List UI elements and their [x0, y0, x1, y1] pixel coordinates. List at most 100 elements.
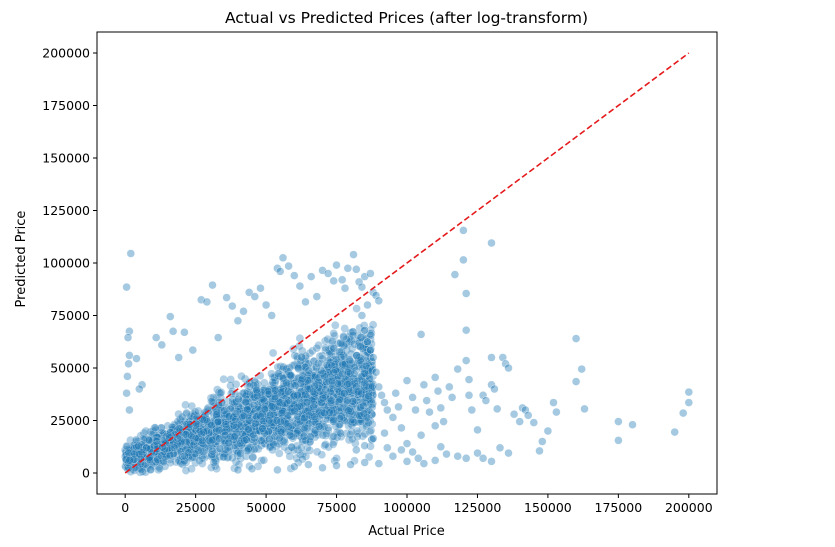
scatter-point — [256, 412, 265, 421]
scatter-point — [278, 416, 288, 425]
scatter-point — [408, 393, 417, 402]
y-tick-label: 175000 — [42, 98, 90, 113]
scatter-point — [481, 396, 491, 405]
scatter-point — [220, 436, 229, 445]
scatter-point — [242, 405, 252, 414]
scatter-point — [340, 324, 349, 333]
scatter-point — [214, 388, 224, 397]
scatter-point — [240, 436, 249, 445]
scatter-point — [282, 378, 291, 387]
scatter-point — [307, 363, 316, 373]
scatter-point — [291, 381, 300, 390]
scatter-point — [276, 427, 286, 436]
scatter-point — [193, 406, 203, 416]
scatter-point — [287, 432, 296, 441]
scatter-point — [261, 300, 271, 310]
scatter-point — [213, 333, 223, 342]
scatter-point — [356, 342, 365, 351]
scatter-point — [366, 331, 375, 340]
scatter-point — [212, 464, 221, 473]
scatter-point — [388, 452, 398, 461]
scatter-point — [301, 297, 310, 307]
scatter-point — [447, 393, 457, 402]
scatter-point — [552, 407, 561, 417]
scatter-point — [134, 450, 144, 459]
scatter-point — [348, 327, 357, 336]
scatter-point — [336, 429, 345, 438]
scatter-point — [275, 398, 285, 407]
scatter-point — [298, 437, 307, 446]
scatter-point — [245, 382, 255, 391]
scatter-point — [394, 402, 403, 412]
y-tick-label: 200000 — [42, 46, 90, 61]
scatter-point — [342, 346, 351, 355]
scatter-point — [346, 460, 355, 469]
scatter-point — [348, 434, 357, 444]
scatter-point — [684, 398, 693, 407]
scatter-point — [207, 435, 217, 445]
scatter-point — [374, 382, 383, 392]
scatter-point — [360, 326, 369, 335]
scatter-point — [462, 356, 471, 365]
scatter-point — [549, 398, 558, 407]
scatter-point — [352, 351, 361, 360]
scatter-point — [365, 427, 375, 436]
scatter-point — [345, 356, 355, 366]
scatter-point — [251, 444, 260, 453]
scatter-point — [425, 407, 434, 417]
scatter-point — [347, 427, 357, 436]
scatter-point — [305, 349, 315, 358]
scatter-point — [308, 346, 317, 356]
scatter-point — [168, 327, 178, 336]
scatter-point — [176, 458, 185, 468]
scatter-point — [250, 292, 260, 301]
scatter-point — [367, 403, 377, 412]
scatter-point — [265, 416, 274, 425]
scatter-point — [388, 413, 398, 422]
scatter-point — [151, 423, 160, 432]
scatter-point — [312, 292, 321, 301]
scatter-point — [186, 431, 196, 441]
scatter-point — [279, 437, 288, 446]
scatter-point — [219, 375, 228, 384]
scatter-point — [290, 271, 299, 280]
scatter-point — [251, 419, 260, 428]
scatter-point — [310, 429, 319, 439]
scatter-point — [364, 382, 373, 392]
scatter-point — [321, 336, 330, 346]
scatter-point — [209, 458, 219, 467]
scatter-point — [330, 331, 339, 341]
x-tick-label: 75000 — [317, 500, 357, 515]
scatter-point — [338, 360, 347, 369]
scatter-point — [504, 448, 513, 458]
scatter-point — [173, 434, 183, 443]
scatter-point — [462, 326, 471, 335]
scatter-point — [329, 329, 338, 338]
scatter-point — [293, 412, 302, 421]
scatter-point — [321, 440, 330, 449]
scatter-point — [487, 457, 496, 466]
scatter-point — [268, 439, 278, 448]
scatter-point — [226, 375, 235, 384]
scatter-point — [207, 452, 216, 461]
scatter-point — [275, 449, 284, 458]
scatter-point — [318, 390, 328, 400]
scatter-point — [679, 408, 688, 418]
scatter-point — [366, 345, 375, 355]
scatter-point — [312, 343, 321, 353]
scatter-point — [331, 321, 340, 330]
scatter-point — [195, 456, 204, 465]
scatter-point — [304, 359, 313, 368]
scatter-point — [157, 423, 166, 433]
scatter-point — [180, 328, 189, 337]
scatter-point — [327, 376, 337, 386]
scatter-point — [321, 343, 330, 353]
scatter-point — [322, 361, 332, 370]
x-axis-label: Actual Price — [368, 524, 445, 539]
scatter-point — [276, 388, 286, 397]
scatter-point — [364, 391, 373, 401]
scatter-point — [571, 334, 581, 343]
scatter-point — [206, 393, 216, 403]
scatter-point — [293, 390, 302, 400]
